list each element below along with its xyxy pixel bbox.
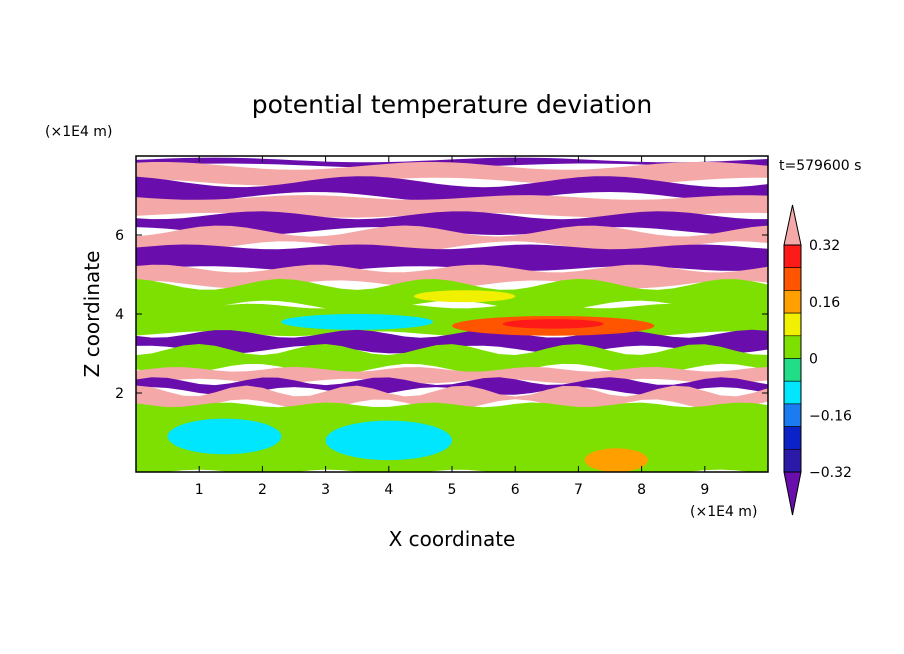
x-tick-label: 2 (258, 482, 267, 498)
colorbar-label: 0.32 (809, 238, 840, 254)
colorbar-swatch (783, 267, 802, 291)
x-tick-label: 6 (511, 482, 520, 498)
heatmap-band (136, 176, 768, 203)
heatmap-band (136, 225, 768, 253)
x-unit-label: (×1E4 m) (690, 504, 757, 520)
x-tick-label: 7 (574, 482, 583, 498)
heatmap-band (136, 377, 768, 395)
colorbar-swatch (783, 290, 802, 314)
colorbar-swatch (783, 380, 802, 405)
x-tick-label: 8 (637, 482, 646, 498)
chart-title: potential temperature deviation (252, 90, 652, 119)
colorbar-label: −0.32 (809, 465, 852, 481)
y-unit-label: (×1E4 m) (45, 124, 112, 140)
y-tick-label: 6 (115, 228, 124, 244)
colorbar: 0.32 0.16 0 −0.16 −0.32 (783, 204, 852, 516)
heatmap-cell (281, 404, 332, 445)
heatmap-band (136, 211, 768, 235)
time-label: t=579600 s (779, 158, 861, 174)
colorbar-swatch (783, 312, 802, 337)
colorbar-swatch (783, 403, 802, 427)
y-axis-ticks: 2 4 6 (115, 228, 768, 402)
x-axis-ticks: 1 2 3 4 5 6 7 8 9 (195, 156, 709, 498)
colorbar-cap-top (783, 204, 802, 246)
heatmap-cell (647, 408, 737, 457)
heatmap-band (136, 195, 768, 218)
colorbar-swatch (783, 448, 802, 473)
colorbar-swatch (783, 426, 802, 450)
heatmap-band (136, 244, 768, 271)
colorbar-label: 0 (809, 352, 818, 368)
colorbar-swatch (783, 358, 802, 382)
y-tick-label: 4 (115, 307, 124, 323)
heatmap-cell (414, 290, 516, 303)
x-tick-label: 1 (195, 482, 204, 498)
heatmap-cell (502, 319, 604, 329)
x-tick-label: 5 (448, 482, 457, 498)
x-tick-label: 4 (384, 482, 393, 498)
colorbar-frame (783, 244, 802, 473)
heatmap-cell (584, 448, 648, 472)
colorbar-label: 0.16 (809, 295, 840, 311)
heatmap-cell (281, 314, 434, 330)
plot-area (136, 157, 768, 472)
heatmap-cell (357, 428, 421, 453)
colorbar-cap-bottom (783, 471, 802, 516)
x-tick-label: 3 (321, 482, 330, 498)
heatmap-band (136, 161, 768, 186)
colorbar-label: −0.16 (809, 408, 852, 424)
x-axis-label: X coordinate (389, 527, 516, 551)
x-tick-label: 9 (700, 482, 709, 498)
y-tick-label: 2 (115, 386, 124, 402)
colorbar-swatch (783, 335, 802, 359)
colorbar-swatch (783, 244, 802, 269)
heatmap-cell (167, 418, 282, 455)
heatmap-band (136, 329, 768, 354)
y-axis-label: Z coordinate (80, 251, 104, 378)
heatmap-band (136, 385, 768, 411)
